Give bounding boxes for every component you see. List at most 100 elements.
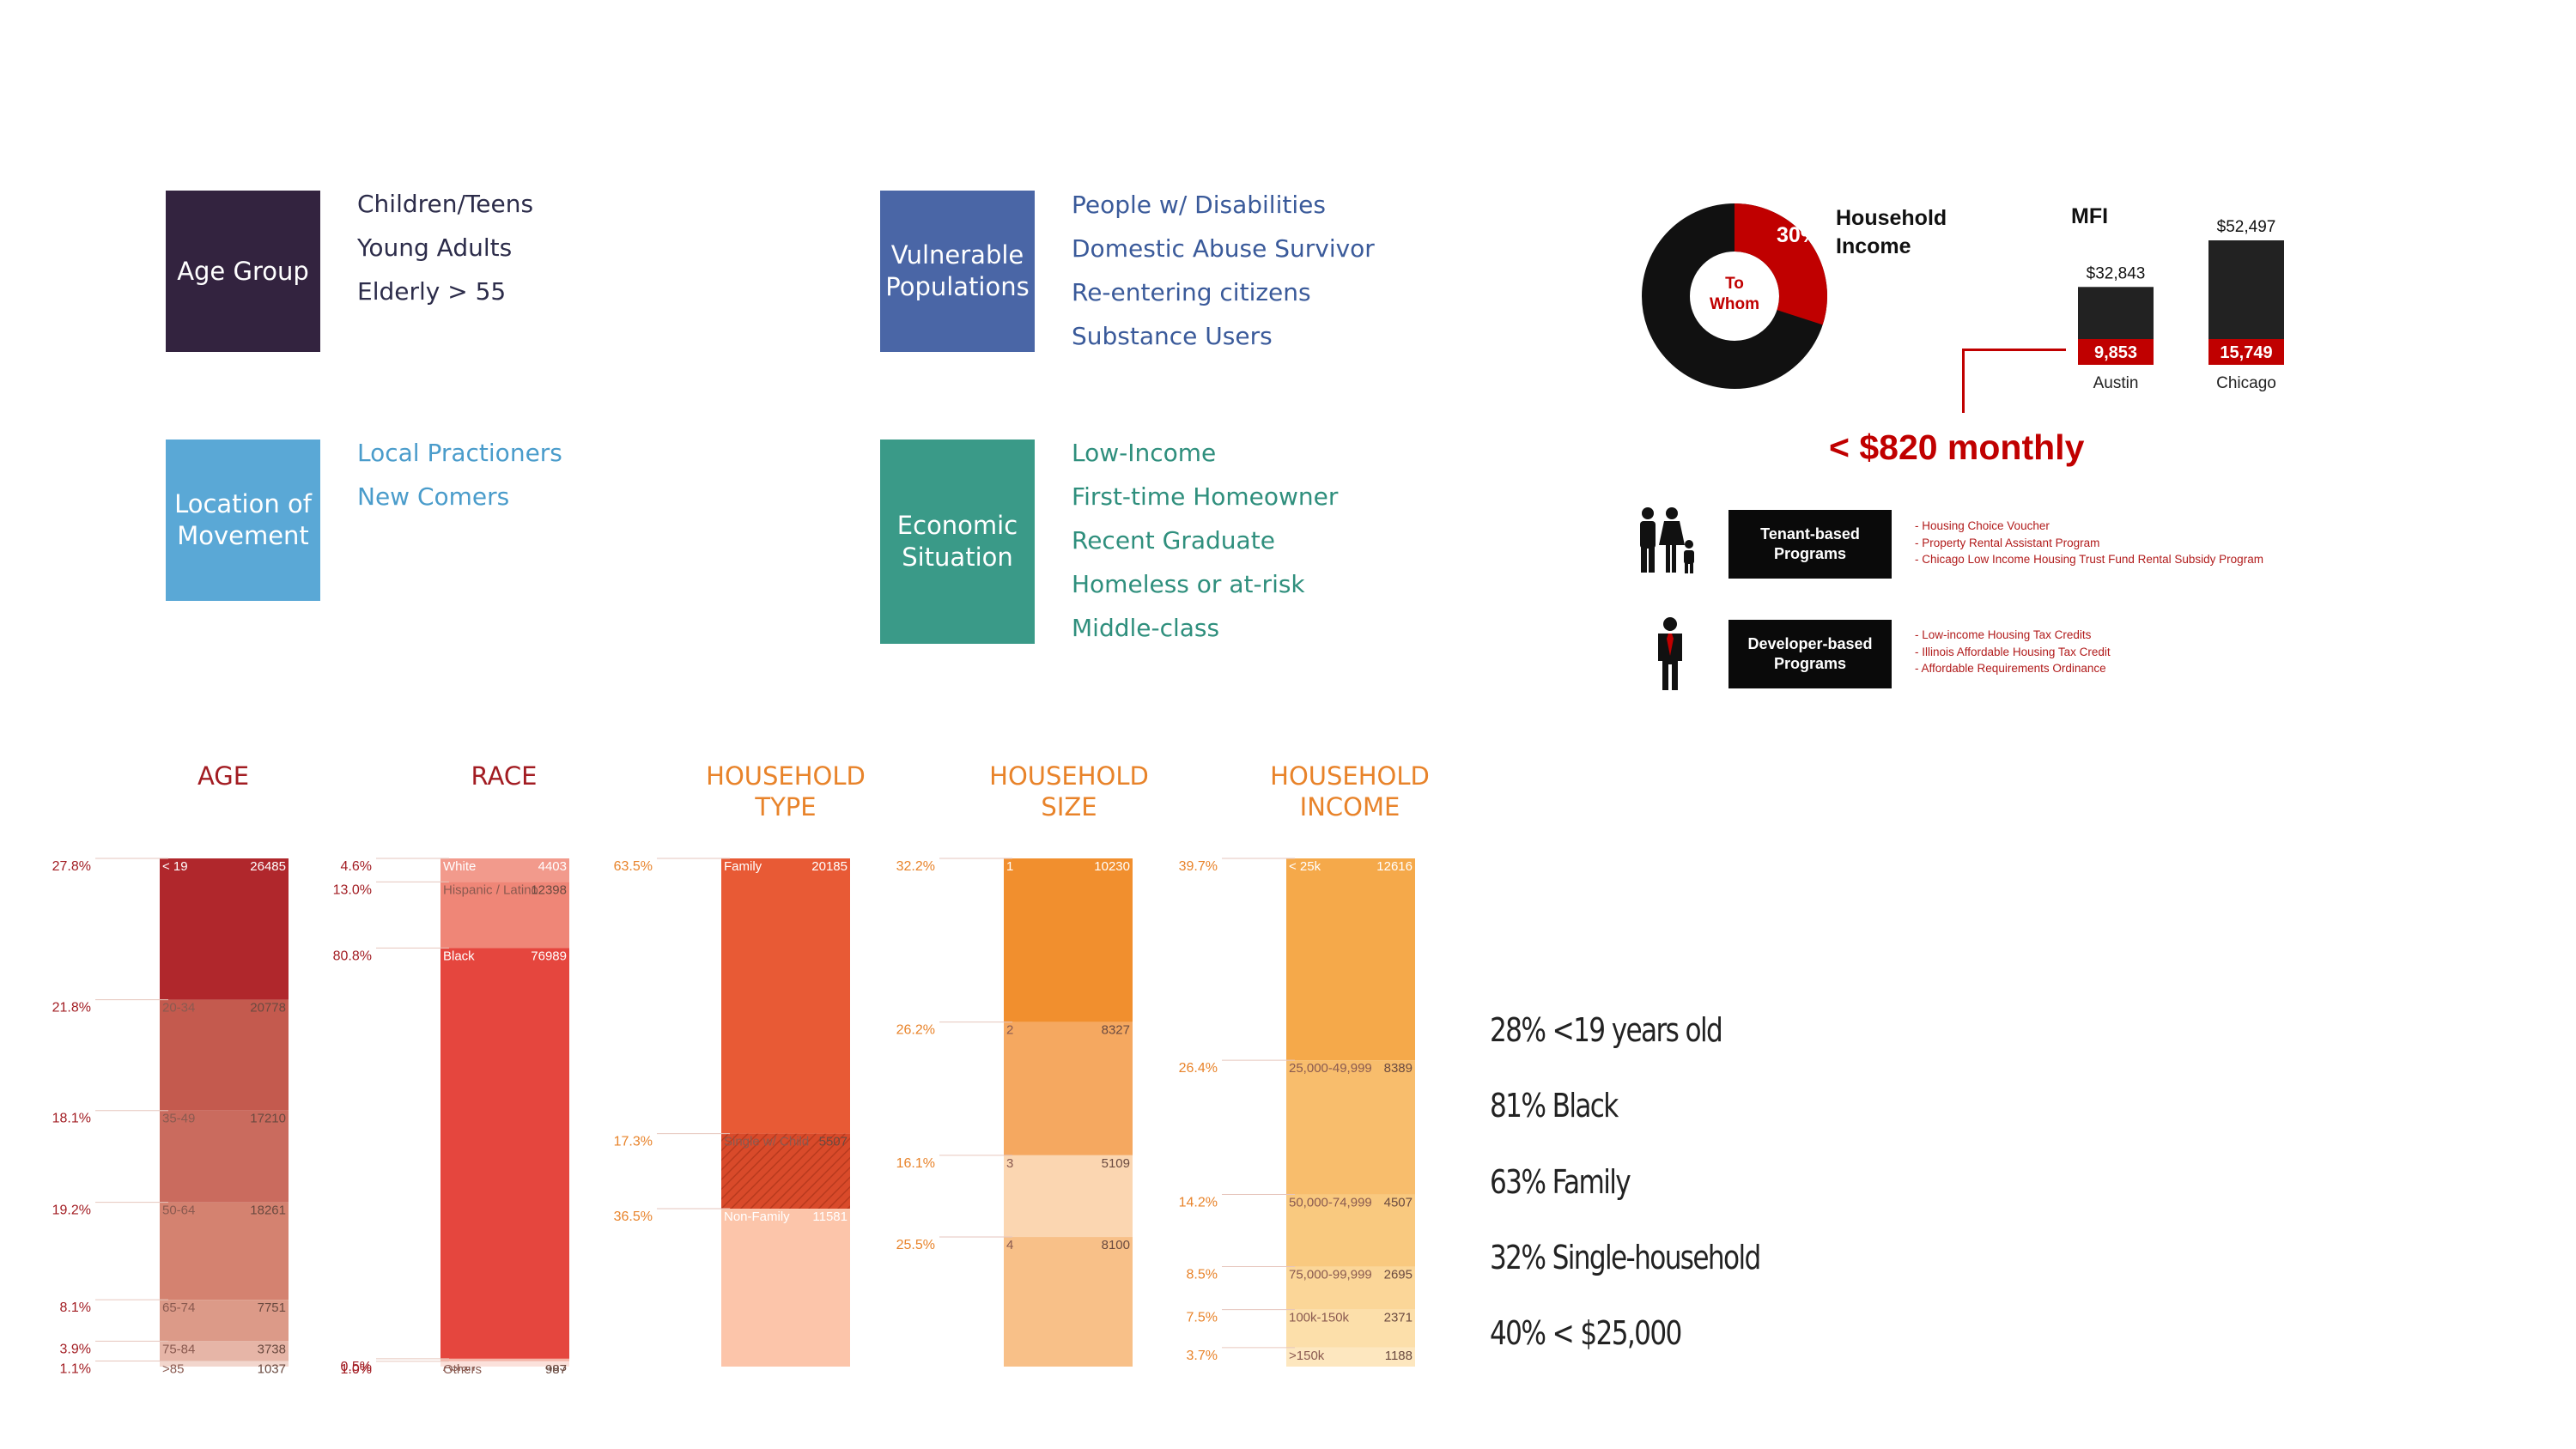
segment-label: 50-64 — [162, 1203, 195, 1218]
segment-label: Black — [443, 949, 475, 963]
category-item: Children/Teens — [357, 190, 534, 218]
segment-label: Hispanic / Latino — [443, 882, 538, 897]
family-icon — [1640, 507, 1694, 573]
segment-percent-label: 63.5% — [614, 859, 653, 874]
segment-value-label: 4507 — [1384, 1195, 1413, 1210]
segment-value-label: 1037 — [258, 1362, 286, 1377]
stack-segment — [440, 948, 569, 1359]
segment-value-label: 8100 — [1102, 1238, 1130, 1252]
program-item: - Low-income Housing Tax Credits — [1915, 628, 2092, 641]
stack-segment — [160, 1361, 289, 1367]
segment-label: 4 — [1006, 1238, 1013, 1252]
segment-percent-label: 8.5% — [1187, 1267, 1218, 1282]
segment-percent-label: 16.1% — [896, 1156, 935, 1171]
segment-label: >150k — [1289, 1349, 1325, 1363]
category-item: Recent Graduate — [1072, 526, 1275, 555]
category-item: Substance Users — [1072, 322, 1273, 350]
household-income-donut: 30% To Whom — [1642, 203, 1827, 389]
category-list-age-group: Children/Teens Young Adults Elderly > 55 — [357, 182, 533, 313]
household-income-label-line: Household — [1836, 206, 1947, 230]
stack-segment — [440, 1358, 569, 1361]
category-box-location: Location of Movement — [166, 440, 320, 601]
segment-value-label: 3738 — [258, 1342, 286, 1356]
stack-segment — [440, 882, 569, 949]
category-item: Local Practioners — [357, 439, 562, 467]
segment-value-label: 10230 — [1094, 859, 1130, 874]
segment-label: 100k-150k — [1289, 1311, 1350, 1325]
segment-percent-label: 25.5% — [896, 1238, 935, 1252]
mfi-red-value-label: 15,749 — [2220, 343, 2272, 362]
category-list-location: Local Practioners New Comers — [357, 431, 562, 518]
chart-title-household-type: HOUSEHOLD TYPE — [706, 761, 866, 822]
segment-percent-label: 1.1% — [60, 1362, 91, 1377]
segment-percent-label: 21.8% — [52, 1001, 91, 1016]
stack-segment — [1286, 1266, 1415, 1310]
category-box-economic: Economic Situation — [880, 440, 1035, 644]
donut-center-line-1: To — [1725, 275, 1744, 293]
mfi-red-bar-chicago — [2208, 339, 2284, 365]
segment-percent-label: 3.7% — [1187, 1349, 1218, 1363]
segment-percent-label: 27.8% — [52, 859, 91, 874]
segment-value-label: 12616 — [1376, 859, 1413, 874]
summary-race: 81% Black — [1490, 1087, 1619, 1125]
threshold-connector-v — [1962, 349, 1965, 413]
chart-title-age: AGE — [197, 761, 250, 791]
mfi-red-bar-austin — [2078, 339, 2154, 365]
category-item: Low-Income — [1072, 439, 1217, 467]
segment-percent-label: 36.5% — [614, 1210, 653, 1224]
segment-percent-label: 4.6% — [341, 859, 372, 874]
donut-percent: 30% — [1777, 223, 1820, 247]
segment-label: 35-49 — [162, 1112, 195, 1126]
mfi-category-label: Austin — [2093, 374, 2139, 392]
household-income-label: Household Income — [1836, 204, 1947, 261]
segment-label: < 19 — [162, 859, 188, 874]
segment-value-label: 76989 — [531, 949, 567, 963]
segment-label: Single w/ Child — [724, 1135, 809, 1149]
category-list-vulnerable: People w/ Disabilities Domestic Abuse Su… — [1072, 183, 1375, 358]
segment-value-label: 2695 — [1384, 1267, 1413, 1282]
mfi-red-value-label: 9,853 — [2094, 343, 2137, 362]
segment-label: 25,000-49,999 — [1289, 1061, 1372, 1076]
stack-segment — [160, 1300, 289, 1342]
businessman-icon — [1658, 617, 1682, 690]
tenant-based-programs-list: - Housing Choice Voucher - Property Rent… — [1915, 518, 2263, 568]
donut-hole — [1691, 252, 1778, 340]
segment-value-label: 18261 — [250, 1203, 286, 1218]
stack-segment — [1004, 1237, 1133, 1367]
mfi-value-label: $52,497 — [2217, 218, 2276, 236]
program-label-line: Tenant-based — [1760, 525, 1860, 543]
segment-value-label: 12398 — [531, 882, 567, 897]
category-box-age-group: Age Group — [166, 191, 320, 352]
threshold-connector-h — [1962, 349, 2066, 351]
segment-percent-label: 18.1% — [52, 1112, 91, 1126]
stack-segment — [440, 858, 569, 882]
segment-label: 75-84 — [162, 1342, 195, 1356]
summary-type: 63% Family — [1490, 1163, 1631, 1201]
segment-percent-label: 19.2% — [52, 1203, 91, 1218]
developer-based-programs-box: Developer-based Programs — [1728, 620, 1892, 688]
program-label-line: Developer-based — [1747, 635, 1873, 652]
program-item: - Illinois Affordable Housing Tax Credit — [1915, 645, 2111, 658]
developer-based-programs-list: - Low-income Housing Tax Credits - Illin… — [1915, 627, 2111, 677]
segment-percent-label: 0.5% — [341, 1360, 372, 1374]
stack-segment — [160, 1110, 289, 1203]
segment-label: 20-34 — [162, 1001, 195, 1016]
segment-percent-label: 39.7% — [1179, 859, 1218, 874]
threshold-text: < $820 monthly — [1829, 427, 2085, 467]
stack-segment — [1286, 858, 1415, 1061]
segment-label: Non-Family — [724, 1210, 790, 1224]
category-item: Re-entering citizens — [1072, 278, 1311, 306]
segment-percent-label: 14.2% — [1179, 1195, 1218, 1210]
segment-percent-label: 17.3% — [614, 1135, 653, 1149]
segment-value-label: 1188 — [1385, 1349, 1413, 1363]
segment-percent-label: 1.0% — [341, 1362, 372, 1377]
segment-value-label: 5109 — [1102, 1156, 1130, 1171]
donut-center-line-2: Whom — [1710, 295, 1759, 313]
segment-value-label: 2371 — [1384, 1311, 1413, 1325]
segment-label: 3 — [1006, 1156, 1013, 1171]
segment-percent-label: 7.5% — [1187, 1311, 1218, 1325]
summary-age: 28% <19 years old — [1490, 1011, 1723, 1049]
category-item: New Comers — [357, 482, 510, 511]
segment-value-label: 4403 — [538, 859, 567, 874]
stack-segment — [721, 1133, 850, 1210]
